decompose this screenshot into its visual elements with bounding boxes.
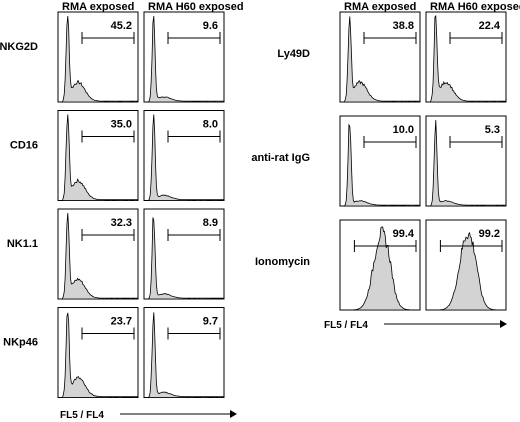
left-r2-c0-percent: 32.3	[111, 217, 132, 229]
left-r0-c1-percent: 9.6	[203, 20, 218, 32]
left-r3-c1-percent: 9.7	[203, 316, 218, 328]
right-col-title-1: RMA exposed	[344, 1, 416, 13]
left-x-axis-arrowhead	[230, 410, 237, 418]
right-r1-c1-histogram	[426, 119, 507, 207]
left-r2-c1-percent: 8.9	[203, 217, 218, 229]
right-r0-c1-percent: 22.4	[479, 20, 501, 32]
row-label-nkg2d: NKG2D	[0, 41, 38, 53]
left-r2-c1-histogram	[144, 217, 225, 300]
left-r0-c0-histogram	[58, 15, 139, 103]
left-col-title-2: RMA H60 exposed	[148, 1, 244, 13]
row-label-anti-rat-igg: anti-rat IgG	[251, 152, 310, 164]
right-r1-c0-percent: 10.0	[393, 124, 414, 136]
right-r2-c0-percent: 99.4	[393, 228, 415, 240]
row-label-nkp46: NKp46	[3, 337, 38, 349]
left-r3-c0-histogram	[58, 312, 139, 398]
right-r0-c0-percent: 38.8	[393, 20, 414, 32]
left-r1-c0-histogram	[58, 114, 139, 201]
right-r1-c1-percent: 5.3	[485, 124, 500, 136]
right-r1-c0-histogram	[340, 123, 421, 207]
right-r2-c1-histogram	[426, 231, 506, 311]
left-col-title-1: RMA exposed	[62, 1, 134, 13]
right-col-title-2: RMA H60 exposed	[430, 1, 520, 13]
left-r0-c1-histogram	[144, 15, 225, 103]
left-r3-c0-percent: 23.7	[111, 316, 132, 328]
right-x-axis-arrowhead	[500, 320, 507, 328]
left-x-axis-label: FL5 / FL4	[60, 410, 104, 421]
left-r0-c0-percent: 45.2	[111, 20, 132, 32]
left-r1-c1-histogram	[144, 114, 225, 201]
right-r2-c1-percent: 99.2	[479, 228, 500, 240]
row-label-ly49d: Ly49D	[277, 48, 310, 60]
row-label-ionomycin: Ionomycin	[255, 256, 310, 268]
right-r0-c0-histogram	[340, 16, 421, 103]
right-x-axis-label: FL5 / FL4	[324, 320, 368, 331]
row-label-cd16: CD16	[10, 140, 38, 152]
left-r3-c1-histogram	[144, 312, 225, 398]
right-r2-c0-histogram	[340, 226, 420, 311]
left-r1-c0-percent: 35.0	[111, 119, 132, 131]
right-r0-c1-histogram	[426, 14, 507, 103]
left-r1-c1-percent: 8.0	[203, 119, 218, 131]
left-r2-c0-histogram	[58, 212, 139, 300]
row-label-nk1.1: NK1.1	[7, 238, 38, 250]
